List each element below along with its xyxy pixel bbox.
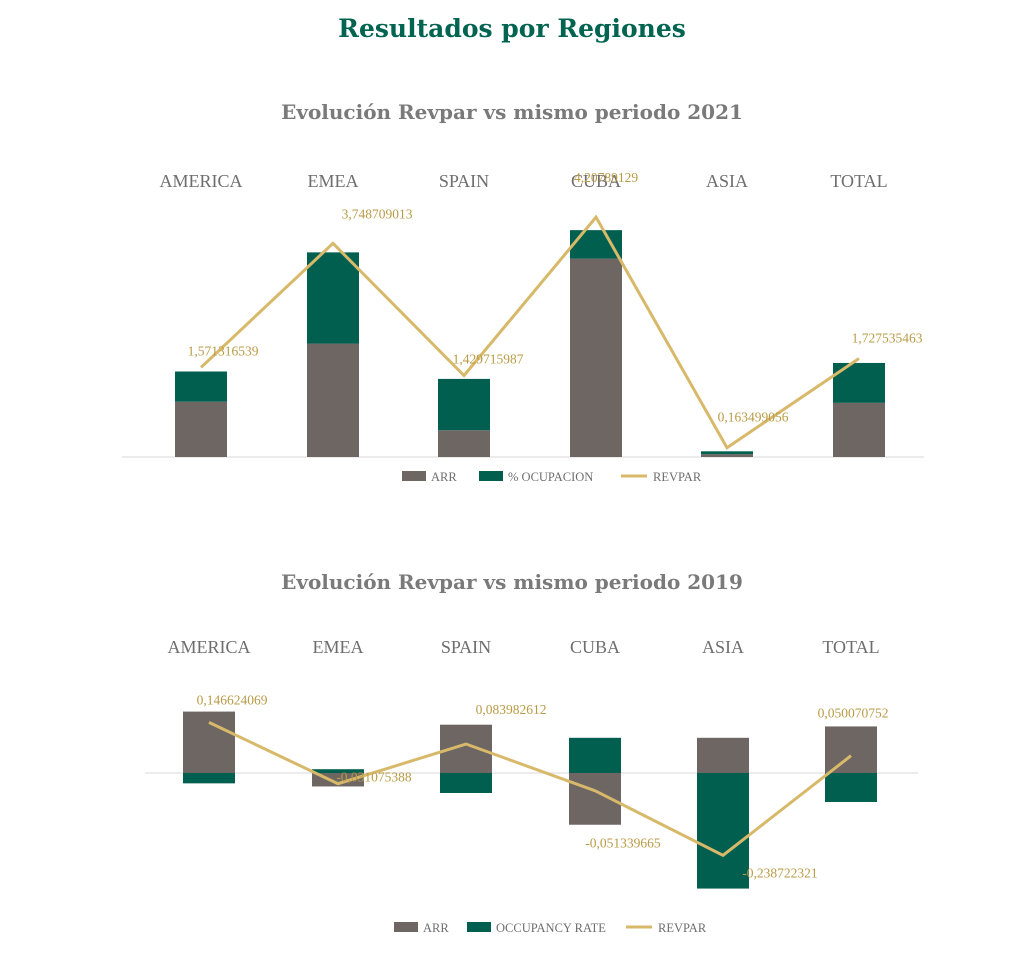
legend-occupancy-swatch	[479, 471, 503, 481]
bar-arr	[175, 401, 227, 457]
revpar-data-label: 0,050070752	[818, 706, 889, 721]
revpar-data-label: 1,727535463	[852, 331, 923, 346]
legend-occupancy-swatch	[467, 922, 491, 932]
legend-label: REVPAR	[658, 921, 707, 935]
revpar-data-label: -0,031075388	[336, 770, 412, 785]
legend-label: % OCUPACION	[508, 470, 593, 484]
revpar-line	[199, 214, 860, 450]
category-label: EMEA	[308, 171, 359, 191]
category-label: ASIA	[706, 171, 748, 191]
revpar-data-label: 4,20789129	[574, 170, 638, 185]
revpar-line	[208, 721, 852, 858]
bar-arr	[570, 258, 622, 457]
revpar-data-label: -0,051339665	[585, 836, 661, 851]
category-label: CUBA	[570, 637, 620, 657]
bar-occupancy	[825, 773, 877, 802]
bar-occupancy	[569, 737, 621, 773]
revpar-data-label: 3,748709013	[342, 206, 413, 221]
bar-arr	[701, 454, 753, 457]
category-label: TOTAL	[822, 637, 879, 657]
category-label: CUBA	[571, 171, 621, 191]
bar-occupancy	[440, 773, 492, 794]
revpar-data-label: 1,429715987	[453, 352, 524, 367]
revpar-data-label: 0,146624069	[197, 692, 268, 707]
category-label: EMEA	[313, 637, 364, 657]
bar-arr	[825, 726, 877, 773]
legend-label: OCCUPANCY RATE	[496, 921, 606, 935]
bar-occupancy	[697, 773, 749, 889]
category-label: ASIA	[702, 637, 744, 657]
chart-title: Evolución Revpar vs mismo periodo 2019	[281, 570, 743, 594]
bar-arr	[697, 737, 749, 773]
bar-arr	[833, 402, 885, 457]
bar-occupancy	[183, 773, 235, 784]
legend-label: REVPAR	[653, 470, 702, 484]
revpar-data-label: 1,571316539	[188, 343, 259, 358]
bar-occupancy	[570, 230, 622, 259]
bar-arr	[438, 430, 490, 457]
revpar-data-label: 0,163499056	[718, 410, 789, 425]
legend-label: ARR	[423, 921, 449, 935]
bar-arr	[307, 343, 359, 457]
bar-occupancy	[307, 252, 359, 344]
category-label: TOTAL	[830, 171, 887, 191]
category-label: SPAIN	[439, 171, 489, 191]
legend-label: ARR	[431, 470, 457, 484]
chart-2019: Evolución Revpar vs mismo periodo 2019 AM…	[145, 570, 918, 935]
revpar-data-label: 0,083982612	[476, 702, 547, 717]
category-label: AMERICA	[159, 171, 242, 191]
bar-occupancy	[438, 378, 490, 431]
bar-occupancy	[312, 769, 364, 773]
category-label: AMERICA	[167, 637, 250, 657]
chart-title: Evolución Revpar vs mismo periodo 2021	[281, 100, 743, 124]
chart-2021: Evolución Revpar vs mismo periodo 2021 AM…	[122, 100, 924, 484]
bar-occupancy	[175, 371, 227, 402]
legend-arr-swatch	[402, 471, 426, 481]
page-title: Resultados por Regiones	[338, 14, 686, 43]
bar-occupancy	[701, 451, 753, 455]
revpar-data-label: -0,238722321	[742, 865, 817, 880]
bar-occupancy	[833, 362, 885, 403]
legend-arr-swatch	[394, 922, 418, 932]
bar-arr	[183, 711, 235, 773]
category-label: SPAIN	[441, 637, 491, 657]
